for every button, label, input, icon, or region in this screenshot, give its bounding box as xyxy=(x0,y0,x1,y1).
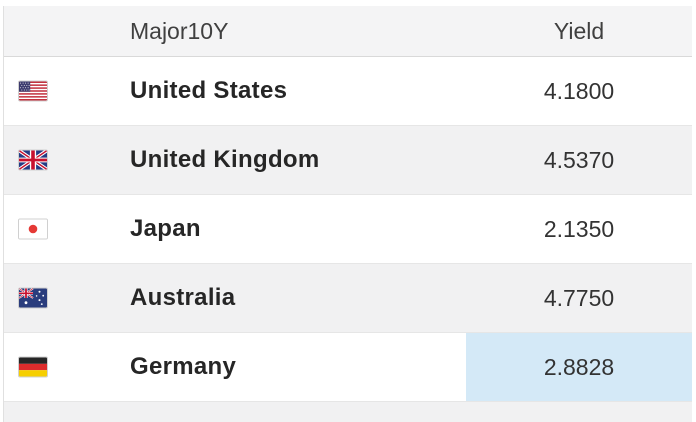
country-name: Japan xyxy=(130,215,201,242)
major-10y-bonds-table: Major10Y Yield Unit xyxy=(3,6,692,422)
table-row-united-kingdom[interactable]: United Kingdom 4.5370 xyxy=(4,126,692,195)
us-flag-icon xyxy=(18,80,48,102)
uk-flag-icon xyxy=(18,149,48,171)
australia-flag-icon xyxy=(18,287,48,309)
country-name: Germany xyxy=(130,353,237,380)
column-header-yield: Yield xyxy=(553,17,605,44)
japan-flag-icon xyxy=(18,218,48,240)
germany-flag-icon xyxy=(18,356,48,378)
next-row-partial xyxy=(4,402,692,422)
column-header-major10y: Major10Y xyxy=(130,17,229,44)
table-row-germany[interactable]: Germany 2.8828 xyxy=(4,333,692,402)
yield-value: 4.1800 xyxy=(543,77,615,104)
country-name: United States xyxy=(130,77,288,104)
table-row-australia[interactable]: Australia 4.7750 xyxy=(4,264,692,333)
yield-value: 2.1350 xyxy=(543,215,615,242)
yield-value-highlighted: 2.8828 xyxy=(466,333,692,401)
table-row-japan[interactable]: Japan 2.1350 xyxy=(4,195,692,264)
country-name: Australia xyxy=(130,284,236,311)
country-name: United Kingdom xyxy=(130,146,320,173)
yield-value: 4.7750 xyxy=(543,284,615,311)
table-header-row: Major10Y Yield xyxy=(4,6,692,57)
yield-value: 4.5370 xyxy=(543,146,615,173)
table-row-united-states[interactable]: United States 4.1800 xyxy=(4,57,692,126)
